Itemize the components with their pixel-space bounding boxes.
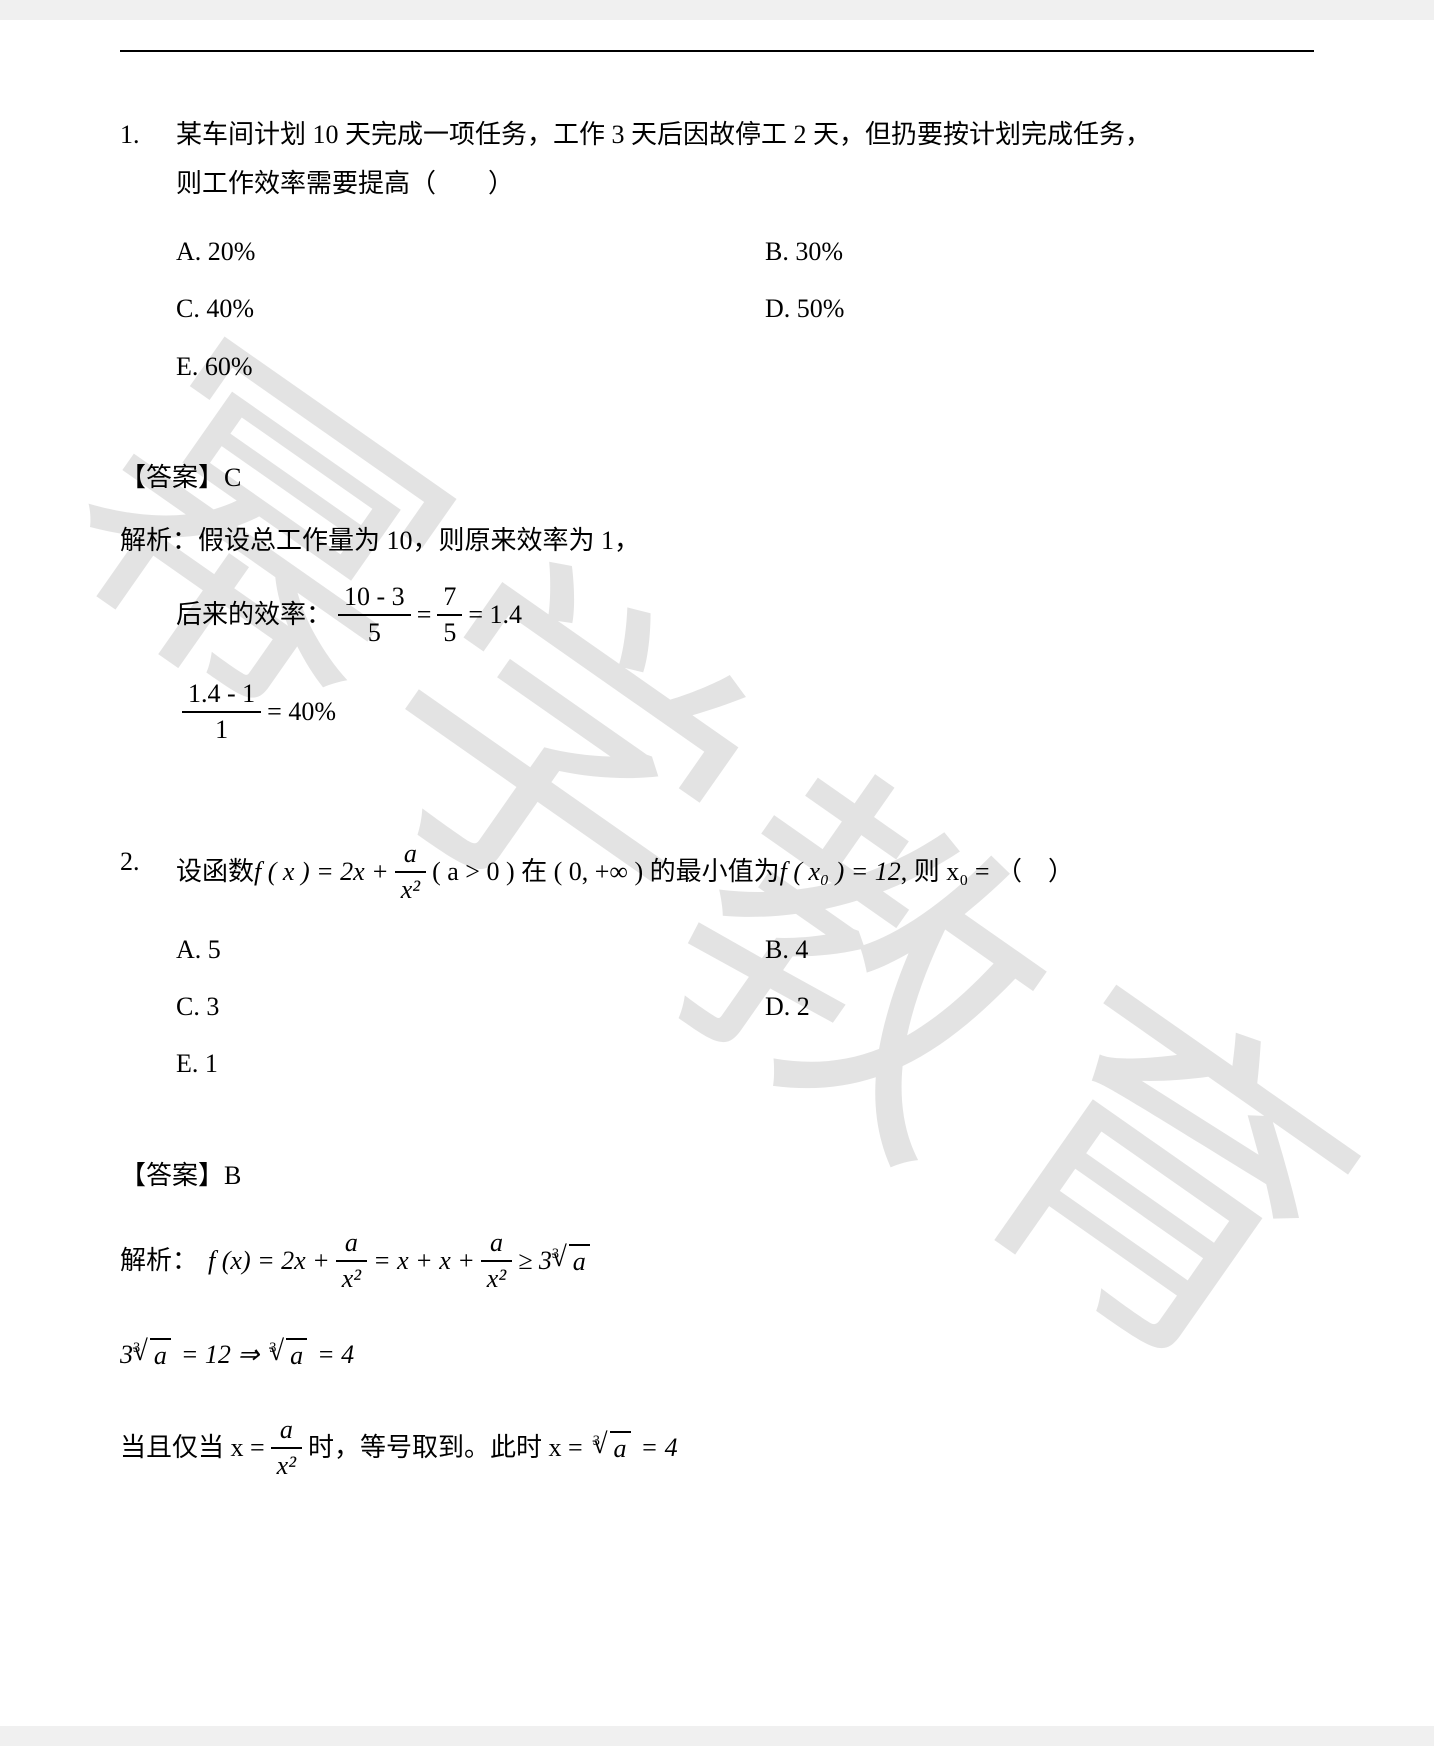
radicand: a	[610, 1431, 631, 1464]
numerator: a	[271, 1413, 302, 1449]
numerator: 10 - 3	[338, 580, 411, 616]
text: 时，等号取到。此时 x =	[308, 1423, 583, 1472]
option-d: D. 2	[765, 978, 1314, 1035]
numerator: a	[481, 1226, 512, 1262]
denominator: 5	[437, 616, 462, 650]
top-rule	[120, 50, 1314, 52]
root-degree: 3	[552, 1241, 559, 1268]
option-a: A. 5	[176, 921, 725, 978]
question-number: 2.	[120, 837, 176, 1093]
options-grid: A. 20% B. 30% C. 40% D. 50% E. 60%	[176, 223, 1314, 395]
question-body: 某车间计划 10 天完成一项任务，工作 3 天后因故停工 2 天，但扔要按计划完…	[176, 110, 1314, 395]
equals-value: = 1.4	[468, 590, 522, 639]
denominator: x²	[271, 1449, 302, 1483]
numerator: a	[395, 837, 426, 873]
math-text: f ( x₀ ) = 12	[780, 847, 901, 896]
analysis-line: 解析：假设总工作量为 10，则原来效率为 1，	[120, 516, 1314, 565]
fraction: 1.4 - 1 1	[182, 677, 261, 747]
root-degree: 3	[269, 1335, 276, 1362]
math-text: = 4	[317, 1330, 354, 1379]
text: ( a > 0 ) 在 ( 0, +∞ ) 的最小值为	[432, 847, 780, 896]
question-stem-line: 设函数 f ( x ) = 2x + a x² ( a > 0 ) 在 ( 0,…	[176, 837, 1314, 907]
denominator: x²	[336, 1262, 367, 1296]
text: 后来的效率：	[176, 590, 332, 639]
document-page: 幂学教育 1. 某车间计划 10 天完成一项任务，工作 3 天后因故停工 2 天…	[0, 20, 1434, 1726]
math-text: = 4	[641, 1423, 678, 1472]
radicand: a	[569, 1244, 590, 1277]
math-line: 后来的效率： 10 - 3 5 = 7 5 = 1.4	[176, 580, 1314, 650]
cube-root: 3 √ a	[133, 1338, 171, 1371]
math-line: 1.4 - 1 1 = 40%	[176, 677, 1314, 747]
answer-block-2: 【答案】B 解析： f (x) = 2x + a x² = x + x + a …	[120, 1151, 1314, 1483]
root-degree: 3	[133, 1335, 140, 1362]
denominator: 1	[182, 713, 261, 747]
question-number: 1.	[120, 110, 176, 395]
question-1: 1. 某车间计划 10 天完成一项任务，工作 3 天后因故停工 2 天，但扔要按…	[120, 110, 1314, 395]
math-text: 3	[120, 1330, 133, 1379]
option-c: C. 3	[176, 978, 725, 1035]
question-stem-line: 某车间计划 10 天完成一项任务，工作 3 天后因故停工 2 天，但扔要按计划完…	[176, 110, 1314, 159]
root-degree: 3	[593, 1428, 600, 1455]
cube-root: 3 √ a	[593, 1431, 631, 1464]
option-e: E. 1	[176, 1035, 1314, 1092]
math-text: ≥ 3	[518, 1236, 552, 1285]
radicand: a	[286, 1338, 307, 1371]
fraction: 10 - 3 5	[338, 580, 411, 650]
answer-block-1: 【答案】C 解析：假设总工作量为 10，则原来效率为 1， 后来的效率： 10 …	[120, 453, 1314, 747]
equals: =	[417, 590, 432, 639]
math-text: = x + x +	[373, 1236, 475, 1285]
question-stem-line: 则工作效率需要提高（ ）	[176, 159, 1314, 208]
fraction: a x²	[336, 1226, 367, 1296]
math-text: f (x) = 2x +	[208, 1236, 330, 1285]
answer-label: 【答案】B	[120, 1151, 1314, 1200]
fraction: a x²	[395, 837, 426, 907]
cube-root: 3 √ a	[269, 1338, 307, 1371]
fraction: 7 5	[437, 580, 462, 650]
numerator: a	[336, 1226, 367, 1262]
cube-root: 3 √ a	[552, 1244, 590, 1277]
equals-value: = 40%	[267, 687, 336, 736]
analysis-prefix: 解析：	[120, 1236, 198, 1285]
option-e: E. 60%	[176, 338, 1314, 395]
numerator: 1.4 - 1	[182, 677, 261, 713]
option-c: C. 40%	[176, 280, 725, 337]
option-a: A. 20%	[176, 223, 725, 280]
text: 当且仅当 x =	[120, 1423, 265, 1472]
numerator: 7	[437, 580, 462, 616]
text: , 则 x₀ = （ ）	[901, 847, 1074, 896]
denominator: 5	[338, 616, 411, 650]
math-line: 3 3 √ a = 12 ⇒ 3 √ a = 4	[120, 1330, 1314, 1379]
option-b: B. 4	[765, 921, 1314, 978]
math-line: 当且仅当 x = a x² 时，等号取到。此时 x = 3 √ a = 4	[120, 1413, 1314, 1483]
math-line: 解析： f (x) = 2x + a x² = x + x + a x² ≥ 3…	[120, 1226, 1314, 1296]
fraction: a x²	[271, 1413, 302, 1483]
fraction: a x²	[481, 1226, 512, 1296]
radicand: a	[150, 1338, 171, 1371]
option-d: D. 50%	[765, 280, 1314, 337]
denominator: x²	[395, 873, 426, 907]
question-body: 设函数 f ( x ) = 2x + a x² ( a > 0 ) 在 ( 0,…	[176, 837, 1314, 1093]
question-2: 2. 设函数 f ( x ) = 2x + a x² ( a > 0 ) 在 (…	[120, 837, 1314, 1093]
option-b: B. 30%	[765, 223, 1314, 280]
math-text: f ( x ) = 2x +	[254, 847, 389, 896]
options-grid: A. 5 B. 4 C. 3 D. 2 E. 1	[176, 921, 1314, 1093]
text: 设函数	[176, 847, 254, 896]
denominator: x²	[481, 1262, 512, 1296]
answer-label: 【答案】C	[120, 453, 1314, 502]
math-text: = 12 ⇒	[181, 1330, 259, 1379]
page-content: 1. 某车间计划 10 天完成一项任务，工作 3 天后因故停工 2 天，但扔要按…	[120, 110, 1314, 1483]
